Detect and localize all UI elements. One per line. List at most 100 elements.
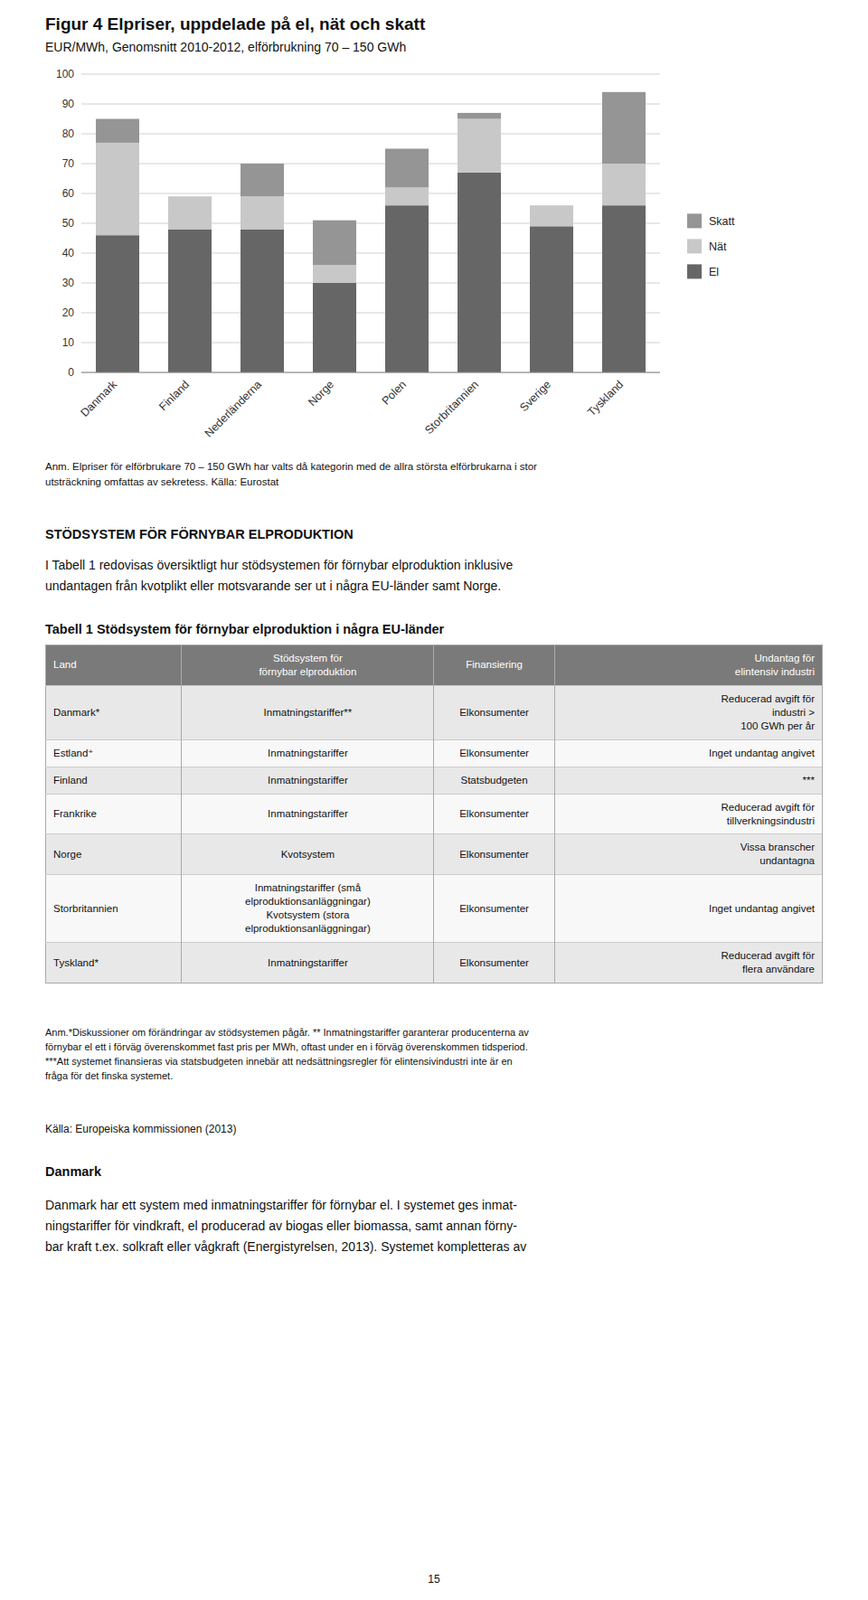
table-cell: Elkonsumenter (434, 685, 555, 740)
table-cell: *** (554, 766, 822, 794)
bar-segment (602, 92, 646, 164)
legend-label: El (708, 265, 719, 279)
bar-segment (529, 226, 574, 373)
table-wrap: LandStödsystem för förnybar elproduktion… (45, 644, 823, 984)
bar-segment (168, 196, 212, 229)
bar-segment (385, 149, 429, 189)
table-cell: Inget undantag angivet (554, 739, 822, 767)
legend-swatch (687, 213, 702, 228)
grid-line (81, 74, 661, 76)
grid-line (81, 133, 661, 135)
grid-line (81, 193, 661, 195)
y-tick-label: 90 (62, 97, 76, 111)
legend-swatch (687, 238, 702, 254)
table-header: Finansiering (434, 645, 555, 687)
bar-segment (385, 187, 429, 206)
chart-subtitle: EUR/MWh, Genomsnitt 2010-2012, elförbruk… (45, 39, 823, 55)
table-cell: Inmatningstariffer** (181, 685, 434, 740)
grid-line (81, 163, 661, 165)
table-cell: Inget undantag angivet (554, 875, 822, 944)
section-body: I Tabell 1 redovisas översiktligt hur st… (45, 555, 823, 597)
table-cell: Estland⁺ (46, 739, 182, 767)
grid-line (81, 372, 661, 374)
y-tick-label: 30 (62, 276, 76, 290)
table-header: Stödsystem för förnybar elproduktion (181, 645, 434, 687)
chart: 0102030405060708090100DanmarkFinlandNede… (45, 65, 823, 454)
table-cell: Elkonsumenter (434, 834, 555, 876)
x-tick-label: Norge (305, 377, 337, 409)
x-axis: Danmark Finland Nederländerna Norge Polen Sto… (77, 377, 626, 441)
table-cell: Kvotsystem (181, 834, 434, 876)
table-cell: Reducerad avgift för tillverkningsindust… (554, 793, 822, 835)
bar-segment (457, 113, 501, 120)
bar-segment (529, 205, 574, 207)
y-tick-label: 80 (62, 127, 76, 141)
section-title: Danmark (45, 1164, 823, 1180)
x-axis-line (81, 372, 661, 374)
section-title: STÖDSYSTEM FÖR FÖRNYBAR ELPRODUKTION (45, 527, 823, 542)
table-cell: Reducerad avgift för industri > 100 GWh … (554, 685, 822, 740)
x-tick-label: Danmark (77, 377, 120, 420)
table-cell: Finland (46, 766, 182, 794)
bars (95, 92, 646, 373)
x-tick-label: Sverige (517, 377, 554, 415)
grid-line (81, 103, 661, 105)
table-title: Tabell 1 Stödsystem för förnybar elprodu… (45, 622, 823, 637)
y-tick-label: 0 (67, 366, 75, 379)
table-cell: Inmatningstariffer (181, 766, 434, 794)
legend-swatch (687, 264, 702, 279)
table-cell: Inmatningstariffer (181, 739, 434, 767)
table-cell: Storbritannien (46, 875, 182, 944)
bar-segment (312, 220, 357, 266)
table-cell: Reducerad avgift för flera användare (554, 943, 822, 984)
bar-segment (95, 119, 140, 143)
table-note: Anm.*Diskussioner om förändringar av stö… (45, 1026, 823, 1085)
bar-segment (312, 283, 357, 373)
y-tick-label: 100 (56, 67, 75, 81)
bar-segment (457, 172, 501, 373)
chart-title: Figur 4 Elpriser, uppdelade på el, nät o… (45, 14, 823, 35)
annotation: Anm. Elpriser för elförbrukare 70 – 150 … (45, 459, 823, 491)
x-tick-label: Polen (379, 377, 410, 408)
table-cell: Frankrike (46, 793, 182, 835)
table-cell: Inmatningstariffer (181, 943, 434, 984)
table-header: Land (46, 645, 182, 687)
page-number: 15 (45, 1573, 823, 1586)
bar-segment (602, 205, 646, 373)
table-cell: Elkonsumenter (434, 943, 555, 984)
bar-segment (168, 229, 212, 373)
table-cell: Vissa branscher undantagna (554, 834, 822, 876)
table-cell: Norge (46, 834, 182, 876)
table-cell: Elkonsumenter (434, 739, 555, 767)
bar-segment (385, 205, 429, 373)
y-axis: 0102030405060708090100 (56, 67, 661, 379)
table-header: Undantag för elintensiv industri (554, 645, 822, 687)
bar-segment (240, 196, 284, 229)
legend: SkattNätEl (687, 213, 736, 279)
bar-segment (529, 205, 574, 227)
x-tick-label: Storbritannien (422, 377, 482, 437)
table: LandStödsystem för förnybar elproduktion… (45, 644, 823, 984)
table-cell: Elkonsumenter (434, 793, 555, 835)
source: Källa: Europeiska kommissionen (2013) (45, 1121, 823, 1138)
x-tick-label: Nederländerna (202, 377, 265, 440)
bar-segment (240, 163, 284, 197)
bar-segment (95, 235, 140, 373)
bar-segment (95, 142, 140, 236)
legend-label: Skatt (708, 215, 736, 228)
y-tick-label: 50 (62, 217, 76, 230)
y-tick-label: 10 (62, 336, 76, 350)
section-body: Danmark har ett system med inmatningstar… (45, 1195, 823, 1258)
table-cell: Inmatningstariffer (181, 793, 434, 835)
bar-segment (602, 163, 646, 206)
bar-segment (312, 264, 357, 284)
bar-segment (168, 196, 212, 198)
y-tick-label: 20 (62, 306, 76, 320)
table-cell: Statsbudgeten (434, 766, 555, 794)
y-tick-label: 60 (62, 187, 76, 200)
table-cell: Inmatningstariffer (små elproduktionsanl… (181, 875, 434, 944)
bar-segment (240, 229, 284, 373)
y-tick-label: 40 (62, 246, 76, 260)
table-cell: Tyskland* (46, 943, 182, 984)
x-tick-label: Finland (156, 377, 192, 414)
